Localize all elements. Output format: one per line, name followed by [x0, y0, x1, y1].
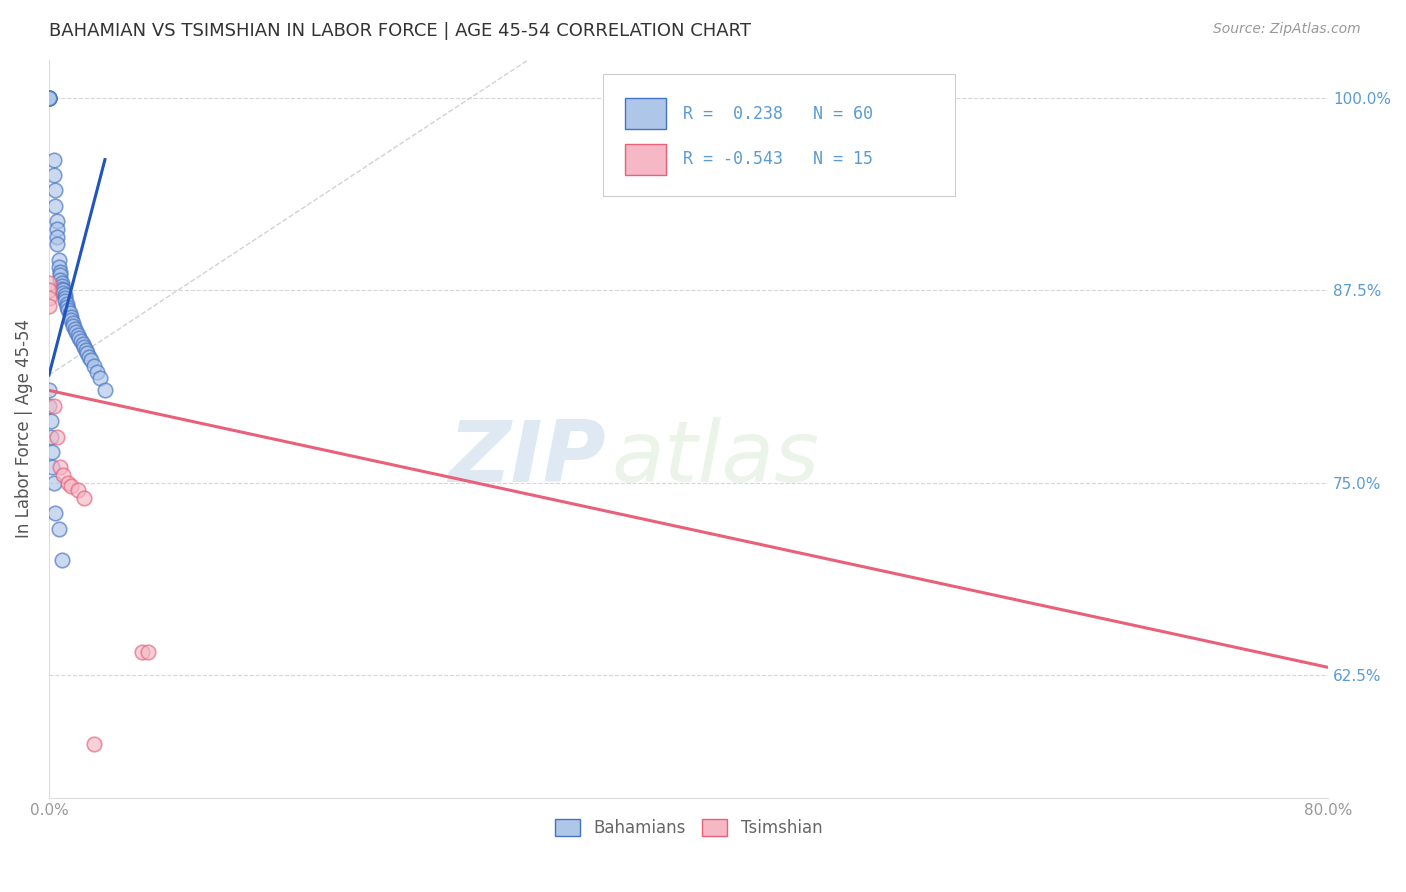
Point: [52, 286, 75, 301]
Point: [83, 359, 105, 373]
Point: [86, 365, 108, 379]
Point: [44, 507, 66, 521]
Point: [75, 343, 97, 358]
Point: [66, 328, 89, 343]
Point: [51, 552, 73, 566]
Point: [55, 297, 77, 311]
Point: [76, 346, 98, 360]
FancyBboxPatch shape: [624, 98, 665, 129]
Point: [60, 312, 83, 326]
Point: [59, 306, 82, 320]
Point: [72, 337, 94, 351]
Point: [53, 294, 76, 309]
Point: [60, 479, 83, 493]
Point: [38, 399, 60, 413]
Point: [56, 475, 79, 490]
Text: BAHAMIAN VS TSIMSHIAN IN LABOR FORCE | AGE 45-54 CORRELATION CHART: BAHAMIAN VS TSIMSHIAN IN LABOR FORCE | A…: [49, 22, 751, 40]
Point: [62, 316, 84, 330]
Point: [49, 272, 72, 286]
Point: [38, 91, 60, 105]
FancyBboxPatch shape: [624, 144, 665, 175]
Point: [136, 645, 159, 659]
Point: [60, 310, 83, 324]
Point: [38, 91, 60, 105]
Point: [49, 265, 72, 279]
Point: [41, 445, 63, 459]
Point: [52, 284, 75, 298]
Point: [77, 350, 100, 364]
Point: [38, 284, 60, 298]
Point: [38, 299, 60, 313]
Point: [46, 237, 69, 252]
Point: [38, 91, 60, 105]
Point: [53, 291, 76, 305]
Point: [73, 340, 96, 354]
FancyBboxPatch shape: [603, 74, 955, 196]
Text: ZIP: ZIP: [447, 417, 606, 500]
Point: [51, 278, 73, 293]
Point: [42, 153, 65, 167]
Y-axis label: In Labor Force | Age 45-54: In Labor Force | Age 45-54: [15, 319, 32, 539]
Point: [53, 288, 76, 302]
Point: [44, 183, 66, 197]
Legend: Bahamians, Tsimshian: Bahamians, Tsimshian: [547, 810, 831, 846]
Point: [79, 352, 101, 367]
Point: [46, 229, 69, 244]
Point: [63, 322, 86, 336]
Point: [131, 645, 153, 659]
Point: [38, 384, 60, 398]
Text: atlas: atlas: [612, 417, 820, 500]
Point: [41, 460, 63, 475]
Point: [94, 384, 117, 398]
Text: R = -0.543   N = 15: R = -0.543 N = 15: [683, 151, 873, 169]
Point: [66, 483, 89, 498]
Point: [55, 301, 77, 315]
Point: [38, 91, 60, 105]
Point: [73, 491, 96, 505]
Point: [38, 291, 60, 305]
Point: [70, 334, 93, 348]
Text: Source: ZipAtlas.com: Source: ZipAtlas.com: [1213, 22, 1361, 37]
Point: [89, 371, 111, 385]
Point: [48, 260, 70, 275]
Point: [42, 399, 65, 413]
Point: [39, 429, 62, 443]
Point: [49, 460, 72, 475]
Point: [65, 325, 87, 339]
Point: [48, 252, 70, 267]
Point: [49, 268, 72, 282]
Point: [46, 214, 69, 228]
Point: [62, 318, 84, 333]
Point: [46, 429, 69, 443]
Point: [83, 737, 105, 751]
Point: [38, 91, 60, 105]
Point: [39, 414, 62, 428]
Point: [42, 168, 65, 182]
Point: [42, 475, 65, 490]
Point: [51, 282, 73, 296]
Point: [38, 276, 60, 290]
Point: [67, 331, 90, 345]
Point: [56, 303, 79, 318]
Text: R =  0.238   N = 60: R = 0.238 N = 60: [683, 104, 873, 122]
Point: [48, 522, 70, 536]
Point: [44, 199, 66, 213]
Point: [52, 468, 75, 483]
Point: [51, 276, 73, 290]
Point: [46, 222, 69, 236]
